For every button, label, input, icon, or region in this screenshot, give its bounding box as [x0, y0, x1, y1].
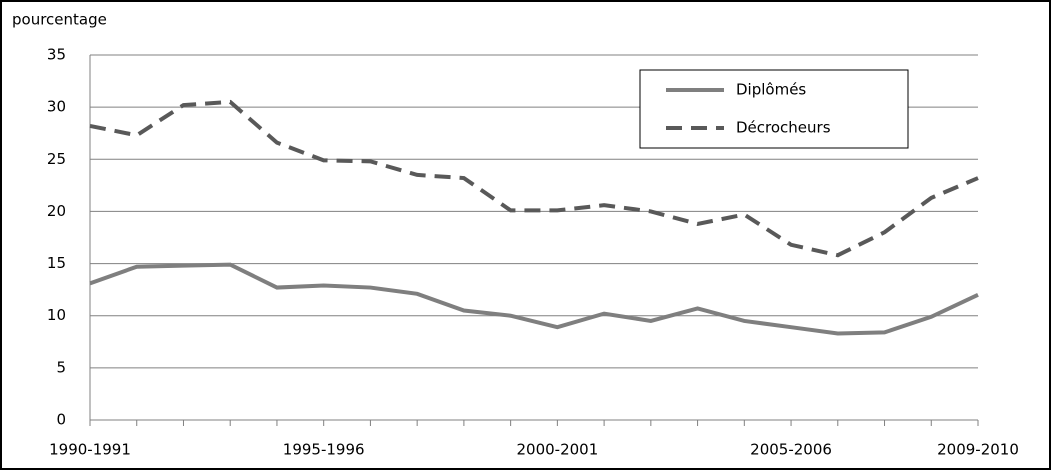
x-tick-label: 2005-2006: [750, 441, 832, 459]
legend-label: Diplômés: [736, 81, 806, 99]
legend-label: Décrocheurs: [736, 119, 831, 137]
y-tick-label: 5: [56, 358, 66, 376]
series-line: [89, 99, 979, 258]
x-tick-label: 2000-2001: [516, 441, 598, 459]
x-tick-label: 1990-1991: [49, 441, 131, 459]
x-tick-label: 2009-2010: [937, 441, 1019, 459]
y-tick-label: 0: [56, 411, 66, 429]
y-tick-label: 20: [47, 202, 66, 220]
y-tick-label: 35: [47, 46, 66, 64]
y-tick-label: 30: [47, 98, 66, 116]
x-tick-label: 1995-1996: [283, 441, 365, 459]
y-tick-label: 10: [47, 306, 66, 324]
series-line: [89, 262, 979, 336]
y-axis-label: pourcentage: [12, 11, 107, 29]
y-tick-label: 15: [47, 254, 66, 272]
legend-box: [639, 69, 909, 149]
y-tick-label: 25: [47, 150, 66, 168]
